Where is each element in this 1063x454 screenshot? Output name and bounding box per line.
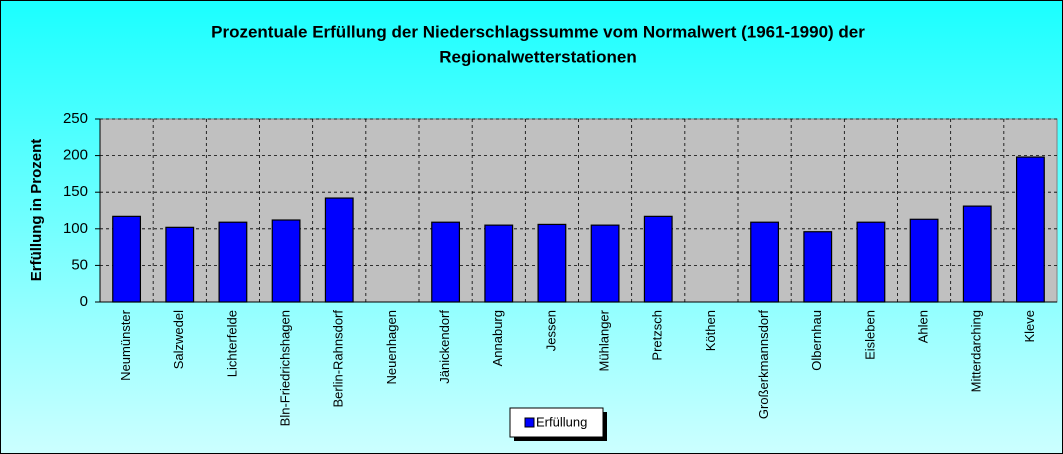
y-tick-label: 0: [80, 293, 88, 310]
x-tick-label: Jessen: [543, 310, 558, 351]
x-tick-label: Bln-Friedrichshagen: [278, 310, 293, 426]
bar: [537, 223, 567, 303]
x-tick-label: Ahlen: [916, 310, 931, 343]
bar: [431, 221, 461, 303]
bar: [484, 224, 514, 303]
x-tick-label: Lichterfelde: [224, 310, 239, 377]
bar: [218, 221, 248, 303]
bar: [165, 226, 195, 303]
bar: [856, 221, 886, 303]
bar: [750, 221, 780, 303]
y-axis-label: Erfüllung in Prozent: [28, 139, 45, 282]
x-tick-label: Olbernhau: [809, 310, 824, 371]
legend-swatch: [524, 417, 535, 428]
x-tick-label: Großerkmannsdorf: [756, 310, 771, 419]
y-tick-label: 100: [63, 220, 88, 237]
legend-label: Erfüllung: [536, 414, 587, 429]
y-tick-label: 250: [63, 110, 88, 127]
x-tick-label: Eisleben: [862, 310, 877, 360]
x-tick-label: Annaburg: [490, 310, 505, 366]
x-tick-label: Pretzsch: [650, 310, 665, 361]
y-tick-label: 50: [71, 256, 88, 273]
x-tick-label: Kleve: [1022, 310, 1037, 343]
x-tick-label: Jänickendorf: [437, 310, 452, 384]
x-tick-label: Köthen: [703, 310, 718, 351]
x-tick-label: Berlin-Rahnsdorf: [331, 310, 346, 408]
x-tick-label: Mühlanger: [597, 309, 612, 371]
y-tick-label: 150: [63, 183, 88, 200]
bar: [271, 219, 301, 303]
x-tick-label: Salzwedel: [171, 310, 186, 369]
bar: [909, 218, 939, 303]
bar: [590, 224, 620, 303]
bar: [1015, 156, 1045, 303]
chart-title: Prozentuale Erfüllung der Niederschlagss…: [211, 22, 865, 41]
x-tick-label: Neuenhagen: [384, 310, 399, 384]
bar: [962, 205, 992, 303]
bar: [324, 197, 354, 303]
bar: [112, 215, 142, 303]
bar: [803, 231, 833, 303]
chart-title: Regionalwetterstationen: [439, 47, 636, 66]
x-tick-label: Neumünster: [118, 309, 133, 380]
y-tick-label: 200: [63, 147, 88, 164]
x-tick-label: Mitterdarching: [969, 310, 984, 392]
bar: [643, 215, 673, 303]
